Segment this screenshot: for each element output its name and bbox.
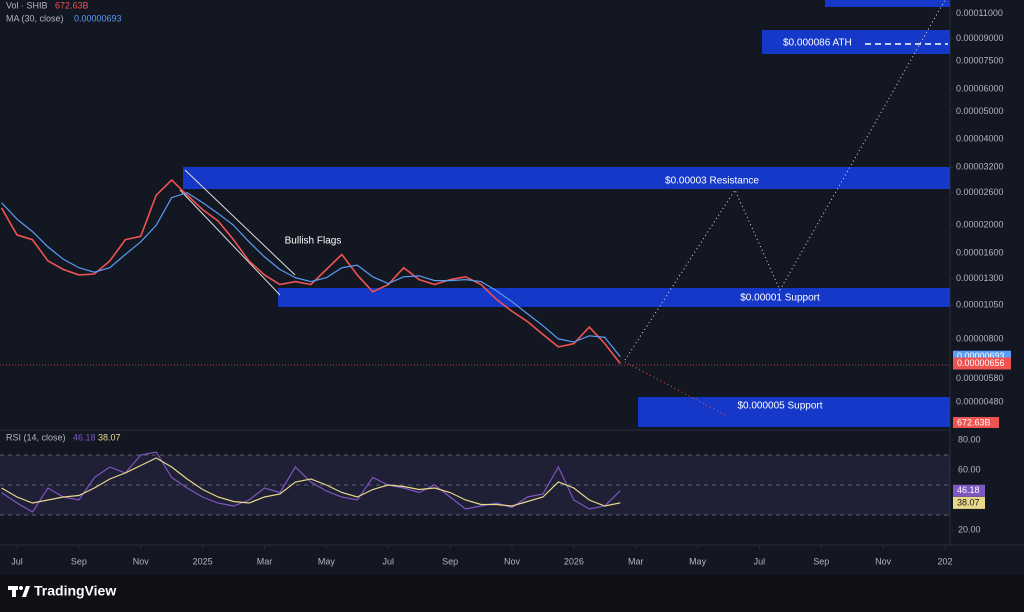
- y-tick-label: 0.00002000: [956, 220, 1004, 230]
- price-tag: [953, 357, 1011, 370]
- annotation: $0.00001 Support: [740, 293, 820, 304]
- y-tick-label: 80.00: [958, 434, 981, 444]
- projection: [624, 361, 726, 416]
- price-tag-label: 0.00000693: [957, 351, 1005, 361]
- x-tick-label: Nov: [875, 556, 892, 566]
- logo: [8, 586, 30, 597]
- x-tick-label: Sep: [71, 556, 87, 566]
- y-tick-label: 0.00003200: [956, 161, 1004, 171]
- y-tick-label: 0.00000480: [956, 397, 1004, 407]
- y-tick-label: 0.00007500: [956, 56, 1004, 66]
- volume-tag-label: 672.63B: [957, 417, 991, 427]
- annotation: $0.00003 Resistance: [665, 176, 759, 187]
- rsi-tag: [953, 496, 985, 509]
- price-tag-label: 0.00000656: [957, 358, 1005, 368]
- y-tick-label: 0.00011000: [956, 8, 1003, 18]
- legend-label: MA (30, close): [6, 13, 64, 23]
- ath-box: [762, 30, 950, 54]
- rsi-tag-label: 38.07: [957, 497, 980, 507]
- y-tick-label: 0.00000580: [956, 373, 1004, 383]
- annotation: $0.000086 ATH: [783, 38, 852, 49]
- y-tick-label: 0.00005000: [956, 106, 1004, 116]
- legend-label: Vol · SHIB: [6, 0, 48, 10]
- flag-line: [179, 189, 281, 296]
- x-tick-label: Sep: [813, 556, 829, 566]
- x-tick-label: Nov: [133, 556, 150, 566]
- y-tick-label: 0.00009000: [956, 33, 1004, 43]
- resistance-box: [183, 167, 950, 189]
- x-tick-label: 2026: [564, 556, 584, 566]
- x-tick-label: Nov: [504, 556, 521, 566]
- y-tick-label: 0.00004000: [956, 134, 1004, 144]
- x-tick-label: Jul: [382, 556, 394, 566]
- y-tick-label: 0.00000800: [956, 333, 1004, 343]
- y-tick-label: 0.00006000: [956, 83, 1004, 93]
- y-tick-label: 0.00001050: [956, 300, 1004, 310]
- volume-tag: [953, 417, 999, 428]
- series-line: [1, 457, 621, 507]
- flag-line: [184, 169, 296, 276]
- y-tick-label: 0.00002600: [956, 187, 1004, 197]
- x-tick-label: May: [318, 556, 336, 566]
- x-tick-label: 2025: [193, 556, 213, 566]
- support-box: [278, 288, 950, 307]
- brand: TradingView: [34, 583, 116, 599]
- annotation: $0.000005 Support: [737, 401, 822, 412]
- legend-value: 0.00000693: [74, 13, 122, 23]
- zone-box: [825, 0, 950, 7]
- x-tick-label: Mar: [257, 556, 273, 566]
- legend-value: 38.07: [98, 432, 121, 442]
- x-tick-label: Mar: [628, 556, 644, 566]
- legend-label: RSI (14, close): [6, 432, 66, 442]
- footer-bar: [0, 575, 1024, 612]
- rsi-tag-label: 46.18: [957, 485, 980, 495]
- y-tick-label: 0.00001300: [956, 273, 1004, 283]
- rsi-tag: [953, 484, 985, 497]
- x-tick-label: Jul: [11, 556, 23, 566]
- legend-value: 46.18: [73, 432, 96, 442]
- legend-value: 672.63B: [55, 0, 89, 10]
- support-box: [638, 397, 950, 427]
- annotation: Bullish Flags: [285, 236, 342, 247]
- x-tick-label: 202: [938, 556, 953, 566]
- y-tick-label: 60.00: [958, 464, 981, 474]
- x-tick-label: Sep: [442, 556, 458, 566]
- y-tick-label: 20.00: [958, 524, 981, 534]
- x-tick-label: Jul: [754, 556, 766, 566]
- series-line: [1, 192, 621, 358]
- y-tick-label: 0.00001600: [956, 247, 1004, 257]
- series-line: [0, 178, 621, 365]
- x-tick-label: May: [689, 556, 707, 566]
